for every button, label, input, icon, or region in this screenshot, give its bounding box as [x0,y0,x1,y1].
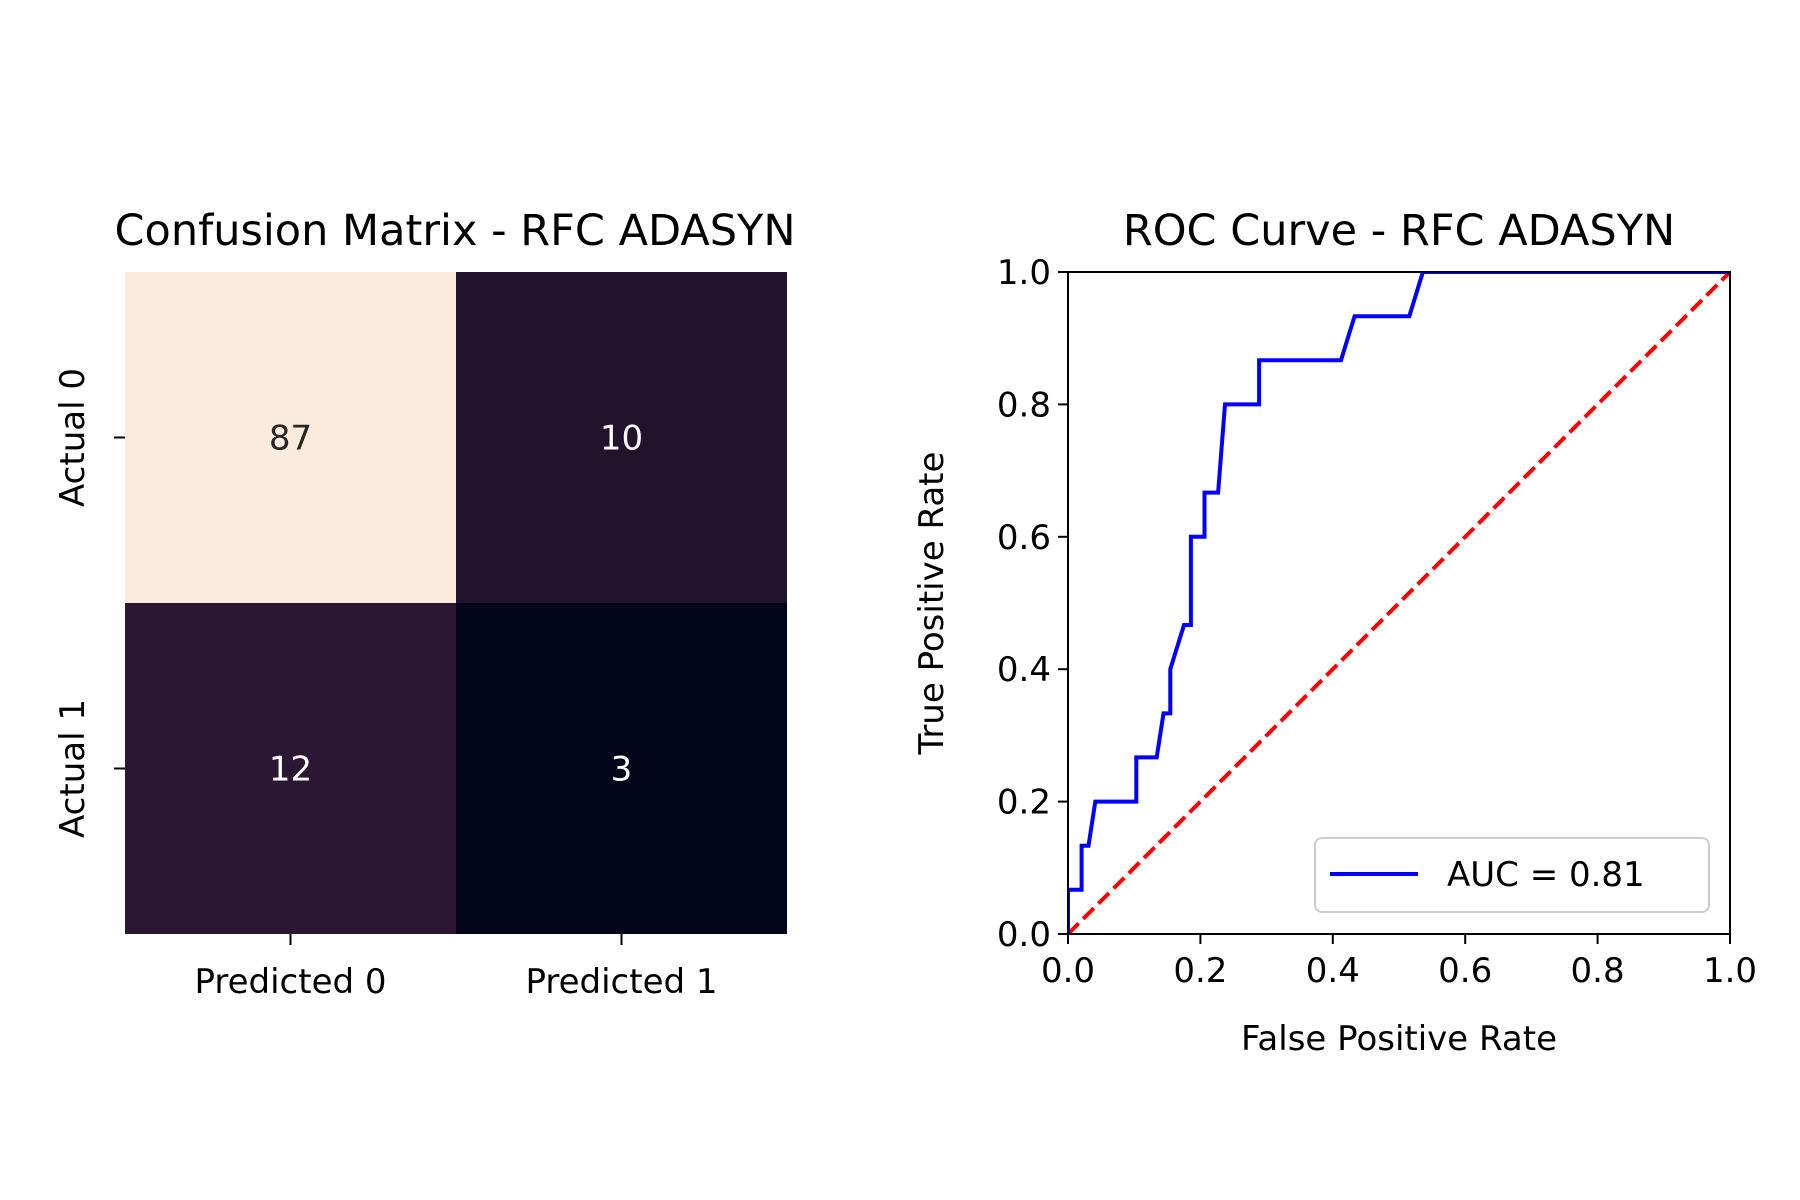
roc-x-tick-label: 1.0 [1703,951,1757,991]
roc-y-tick-label: 0.0 [997,915,1051,955]
heatmap-y-tick-label: Actual 0 [53,368,93,507]
roc-x-tick-label: 0.4 [1306,951,1360,991]
roc-y-tick-label: 1.0 [997,253,1051,293]
roc-x-axis-label: False Positive Rate [1241,1019,1557,1059]
roc-curve-title: ROC Curve - RFC ADASYN [1123,206,1675,256]
heatmap-cell-value-r0-c1: 10 [600,419,643,459]
heatmap-y-tick-label: Actual 1 [53,699,93,838]
roc-legend-box [1314,837,1710,913]
heatmap-cell-value-r1-c1: 3 [611,750,633,790]
heatmap-cell-r0-c0 [125,272,456,603]
roc-curve-line [1068,272,1730,934]
roc-y-tick-label: 0.6 [997,518,1051,558]
confusion-matrix-cells: 87 10 12 3 [125,272,787,934]
chance-diagonal-line [1068,272,1730,934]
heatmap-cell-r0-c1 [456,272,787,603]
roc-legend: AUC = 0.81 [1314,837,1710,913]
roc-y-tick-label: 0.2 [997,783,1051,823]
heatmap-x-tick-label: Predicted 0 [194,962,386,1002]
roc-axes-frame [1067,271,1731,935]
roc-x-tick-label: 0.0 [1041,951,1095,991]
roc-curve-panel: ROC Curve - RFC ADASYN 0.0 0.2 0.4 0.6 0.8 1.… [912,206,1757,1059]
heatmap-cell-value-r0-c0: 87 [269,419,312,459]
roc-legend-label: AUC = 0.81 [1447,855,1645,895]
roc-y-axis-label: True Positive Rate [912,452,952,756]
heatmap-x-tick-label: Predicted 1 [525,962,717,1002]
roc-series-lines [1068,272,1730,934]
roc-y-tick-label: 0.4 [997,650,1051,690]
heatmap-cell-r1-c1 [456,603,787,934]
roc-x-tick-label: 0.8 [1571,951,1625,991]
heatmap-cell-r1-c0 [125,603,456,934]
roc-x-tick-label: 0.2 [1173,951,1227,991]
heatmap-cell-value-r1-c0: 12 [269,750,312,790]
roc-axis-ticks: 0.0 0.2 0.4 0.6 0.8 1.0 0.0 0.2 0.4 0.6 0.8 1.0 [997,253,1757,991]
confusion-matrix-title: Confusion Matrix - RFC ADASYN [114,206,795,256]
roc-y-tick-label: 0.8 [997,385,1051,425]
confusion-matrix-ticks: Predicted 0 Predicted 1 Actual 0 Actual 1 [53,368,718,1002]
confusion-matrix-panel: Confusion Matrix - RFC ADASYN 87 10 12 3 Pr… [53,206,796,1002]
roc-x-tick-label: 0.6 [1438,951,1492,991]
